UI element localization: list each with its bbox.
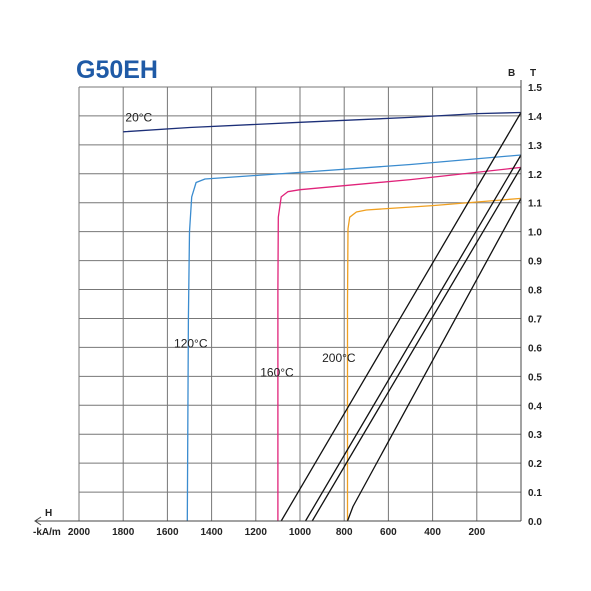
x-tick-label: 400 <box>424 527 441 538</box>
load-line <box>280 112 522 522</box>
tick-labels: 2000 1800 1600 1400 1200 1000 800 600 400 200 0.0 0… <box>68 83 542 538</box>
series-group <box>123 111 522 522</box>
y-tick-label: 1.5 <box>528 83 542 94</box>
curve-label: 160°C <box>260 365 294 379</box>
curve-label: 20°C <box>125 111 152 125</box>
y-tick-label: 0.9 <box>528 257 542 268</box>
y-tick-label: 1.0 <box>528 228 542 239</box>
y-tick-label: 0.4 <box>528 401 542 412</box>
x-axis-unit: -kA/m <box>33 527 61 538</box>
x-tick-label: 1600 <box>156 527 179 538</box>
x-tick-label: 1200 <box>245 527 268 538</box>
x-tick-label: 1000 <box>289 527 312 538</box>
y-tick-label: 0.2 <box>528 459 542 470</box>
curve-label: 200°C <box>322 351 356 365</box>
y-tick-label: 1.4 <box>528 112 542 123</box>
y-tick-label: 0.3 <box>528 430 542 441</box>
curve-label: 120°C <box>174 336 208 350</box>
grid <box>78 86 522 522</box>
x-tick-label: 1800 <box>112 527 135 538</box>
y-axis-unit: T <box>530 68 536 79</box>
x-tick-label: 2000 <box>68 527 91 538</box>
y-tick-label: 0.1 <box>528 488 542 499</box>
y-axis-symbol: B <box>508 68 515 79</box>
y-tick-label: 0.8 <box>528 286 542 297</box>
y-tick-label: 1.3 <box>528 141 542 152</box>
x-tick-label: 600 <box>380 527 397 538</box>
y-tick-label: 1.1 <box>528 199 542 210</box>
x-tick-label: 800 <box>336 527 353 538</box>
x-axis-symbol: H <box>45 508 52 519</box>
load-line <box>304 154 522 522</box>
y-tick-label: 0.5 <box>528 372 542 383</box>
y-tick-label: 0.6 <box>528 343 542 354</box>
curve-labels: 20°C 120°C 160°C 200°C <box>125 111 356 380</box>
demag-curve <box>277 166 522 521</box>
load-line <box>311 167 522 522</box>
x-tick-label: 1400 <box>200 527 223 538</box>
y-tick-label: 0.7 <box>528 314 542 325</box>
load-line <box>346 198 522 522</box>
y-tick-label: 0.0 <box>528 517 542 528</box>
axes <box>34 80 522 526</box>
x-tick-label: 200 <box>468 527 485 538</box>
demag-curve <box>186 154 522 522</box>
demag-curve <box>123 111 522 133</box>
y-tick-label: 1.2 <box>528 170 542 181</box>
chart-title: G50EH <box>76 56 158 84</box>
x-axis-arrow <box>34 516 42 526</box>
demag-curve <box>346 197 522 521</box>
